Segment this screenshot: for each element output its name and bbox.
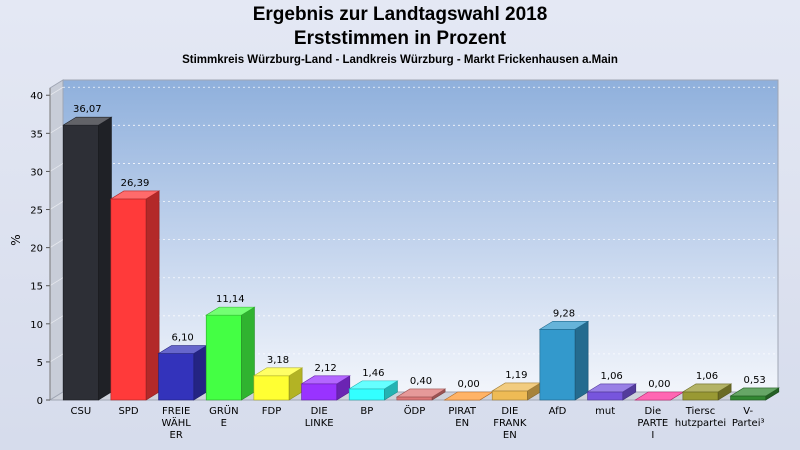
gridline-side [49, 163, 64, 172]
bar-top-0 [62, 116, 113, 126]
bar-top-7 [395, 388, 447, 398]
y-tick-label: 5 [37, 358, 43, 369]
y-tick-label: 40 [30, 91, 43, 102]
bar-value-label: 1,46 [362, 368, 384, 379]
bar-top-1 [109, 190, 161, 200]
bar-side-2 [193, 344, 208, 401]
bar-value-label: 36,07 [73, 104, 102, 115]
gridline-side [49, 86, 64, 96]
bar-value-label: 0,53 [744, 375, 766, 386]
x-tick-label: Tiersc hutzpartei [675, 406, 726, 429]
bar-4 [253, 375, 290, 401]
bar-top-5 [300, 375, 351, 385]
x-tick-label: DIE FRANK EN [493, 406, 527, 441]
bar-value-label: 3,18 [267, 355, 289, 366]
x-tick-label: BP [360, 406, 373, 417]
bar-value-label: 0,40 [410, 376, 432, 387]
bar-value-label: 11,14 [216, 294, 245, 305]
x-tick-label: AfD [549, 406, 567, 417]
bar-top-3 [205, 306, 256, 316]
bar-top-11 [586, 383, 637, 393]
x-tick-label: GRÜN E [209, 404, 239, 429]
y-axis-label: % [9, 234, 23, 245]
y-tick-label: 25 [30, 206, 43, 217]
x-tick-label: CSU [71, 406, 92, 417]
left-wall [49, 79, 64, 401]
gridline-side [49, 239, 64, 248]
chart-subtitle: Stimmkreis Würzburg-Land - Landkreis Wür… [182, 54, 618, 66]
bar-3 [205, 314, 242, 401]
bar-value-label: 0,00 [458, 379, 480, 390]
bar-value-label: 2,12 [315, 363, 337, 374]
bar-value-label: 1,06 [696, 371, 718, 382]
gridline-side [49, 353, 64, 363]
bar-value-label: 1,06 [601, 371, 623, 382]
x-tick-label: FREIE WÄHL ER [162, 406, 192, 441]
y-tick-label: 0 [37, 396, 43, 407]
back-wall [62, 79, 779, 393]
bar-side-0 [98, 116, 112, 401]
bar-10 [539, 328, 576, 401]
x-tick-label: DIE LINKE [305, 406, 334, 429]
y-tick-label: 15 [30, 282, 43, 293]
bar-2 [158, 353, 195, 401]
bar-5 [301, 383, 338, 401]
y-tick-label: 35 [30, 129, 43, 140]
bar-side-3 [241, 306, 255, 401]
bar-11 [587, 391, 624, 401]
bar-top-13 [681, 383, 733, 393]
bar-9 [491, 390, 528, 401]
y-tick-label: 10 [30, 320, 43, 331]
gridline-side [49, 124, 64, 134]
bar-top-14 [729, 387, 780, 397]
gridline-side [49, 201, 64, 210]
bar-6 [348, 388, 385, 401]
bar-side-10 [574, 320, 589, 401]
bar-13 [682, 391, 719, 401]
bar-14 [730, 395, 767, 401]
bar-value-label: 9,28 [553, 308, 575, 319]
bar-7 [396, 396, 433, 401]
bar-value-label: 26,39 [121, 178, 150, 189]
bar-value-label: 6,10 [172, 333, 194, 344]
x-tick-label: V-Partei³ [732, 406, 765, 429]
bar-top-10 [538, 320, 590, 330]
chart-title-line1: Ergebnis zur Landtagswahl 2018 [252, 4, 548, 25]
gridline-side [49, 315, 64, 325]
x-tick-label: ÖDP [404, 404, 426, 417]
bar-top-4 [252, 367, 304, 377]
gridline-side [49, 277, 64, 287]
x-tick-label: Die PARTE I [637, 406, 668, 441]
bar-side-1 [145, 190, 160, 401]
x-tick-label: PIRAT EN [448, 406, 477, 429]
y-tick-label: 20 [30, 244, 43, 255]
x-tick-label: SPD [118, 406, 138, 417]
y-tick-label: 30 [30, 167, 43, 178]
x-tick-label: mut [595, 406, 615, 417]
bar-1 [110, 198, 147, 401]
bar-value-label: 0,00 [648, 379, 670, 390]
bar-value-label: 1,19 [505, 370, 527, 381]
x-tick-label: FDP [262, 406, 281, 417]
bar-0 [62, 124, 99, 401]
chart-title-line2: Erststimmen in Prozent [293, 28, 507, 49]
bar-top-6 [348, 380, 399, 390]
